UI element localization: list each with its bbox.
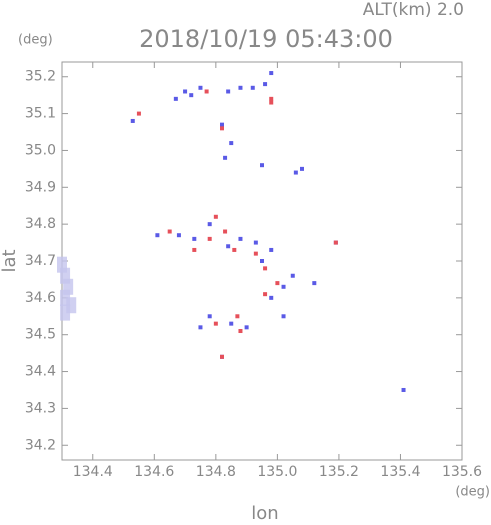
echo-point (290, 273, 295, 278)
echo-point (130, 118, 135, 123)
echo-point (250, 85, 255, 90)
x-tick-label: 135.0 (257, 464, 297, 480)
echo-point (269, 295, 274, 300)
echo-point (183, 89, 188, 94)
echo-point (293, 170, 298, 175)
echo-point (176, 233, 181, 238)
x-tick-label: 135.4 (380, 464, 420, 480)
echo-point (263, 292, 268, 297)
echo-point (60, 289, 71, 306)
x-tick-label: 135.2 (319, 464, 359, 480)
echo-point (220, 122, 224, 127)
x-tick-label: 134.6 (134, 464, 174, 480)
echo-point (173, 96, 178, 101)
echo-point (136, 111, 141, 116)
echo-point (235, 314, 240, 319)
echo-point (229, 141, 234, 146)
echo-point (167, 229, 172, 234)
echo-point (223, 155, 228, 160)
echo-point (232, 247, 237, 252)
echo-point (63, 278, 74, 295)
echo-point (333, 240, 338, 245)
echo-point (229, 321, 234, 326)
echo-point (226, 244, 231, 249)
x-tick-label: 135.6 (442, 464, 482, 480)
echo-point (253, 240, 258, 245)
y-tick-label: 35.1 (25, 106, 56, 122)
echo-point (401, 387, 406, 392)
chart-title: 2018/10/19 05:43:00 (139, 25, 393, 53)
x-tick-label: 134.8 (196, 464, 236, 480)
echo-point (207, 314, 212, 319)
echo-point (238, 85, 243, 90)
echo-point (281, 284, 286, 289)
echo-point (204, 89, 209, 94)
y-tick-label: 34.8 (25, 216, 56, 232)
echo-point (207, 236, 212, 241)
echo-point (198, 325, 203, 330)
echo-point (198, 85, 203, 90)
y-tick-label: 34.6 (25, 290, 56, 306)
echo-point (60, 267, 71, 284)
y-tick-label: 34.3 (25, 400, 56, 416)
y-unit: (deg) (18, 33, 53, 48)
echo-point (269, 96, 274, 101)
echo-point (220, 126, 224, 131)
x-axis-label: lon (251, 503, 278, 521)
echo-point (281, 314, 286, 319)
echo-point (155, 233, 160, 238)
echo-point (220, 354, 224, 359)
echo-point (269, 247, 274, 252)
echo-point (192, 247, 197, 252)
altitude-label: ALT(km) 2.0 (363, 0, 464, 20)
x-tick-label: 134.4 (73, 464, 113, 480)
y-tick-label: 34.7 (25, 253, 56, 269)
echo-point (263, 82, 268, 87)
echo-point (189, 93, 194, 98)
y-axis-label: lat (0, 249, 20, 272)
echo-point (207, 222, 212, 227)
y-tick-label: 35.0 (25, 142, 56, 158)
echo-point (244, 325, 249, 330)
y-tick-label: 34.4 (25, 364, 56, 380)
echo-point (260, 163, 264, 168)
echo-point (66, 297, 77, 314)
echo-point (192, 236, 197, 241)
echo-point (263, 266, 268, 271)
y-tick-label: 34.9 (25, 179, 56, 195)
x-unit: (deg) (455, 485, 490, 500)
echo-point (275, 281, 280, 286)
y-tick-label: 35.2 (25, 69, 56, 85)
y-tick-label: 34.5 (25, 327, 56, 343)
echo-point (213, 321, 218, 326)
echo-point (253, 251, 258, 256)
echo-point (223, 229, 228, 234)
echo-point (269, 71, 274, 76)
echo-point (213, 214, 218, 219)
echo-point (57, 256, 67, 273)
echo-point (238, 329, 243, 334)
echo-point (226, 89, 231, 94)
echo-point (269, 100, 274, 105)
echo-point (60, 304, 71, 321)
echo-point (238, 236, 243, 241)
echo-point (260, 259, 264, 263)
echo-point (312, 281, 317, 286)
y-tick-label: 34.2 (25, 437, 56, 453)
echo-point (300, 166, 304, 171)
